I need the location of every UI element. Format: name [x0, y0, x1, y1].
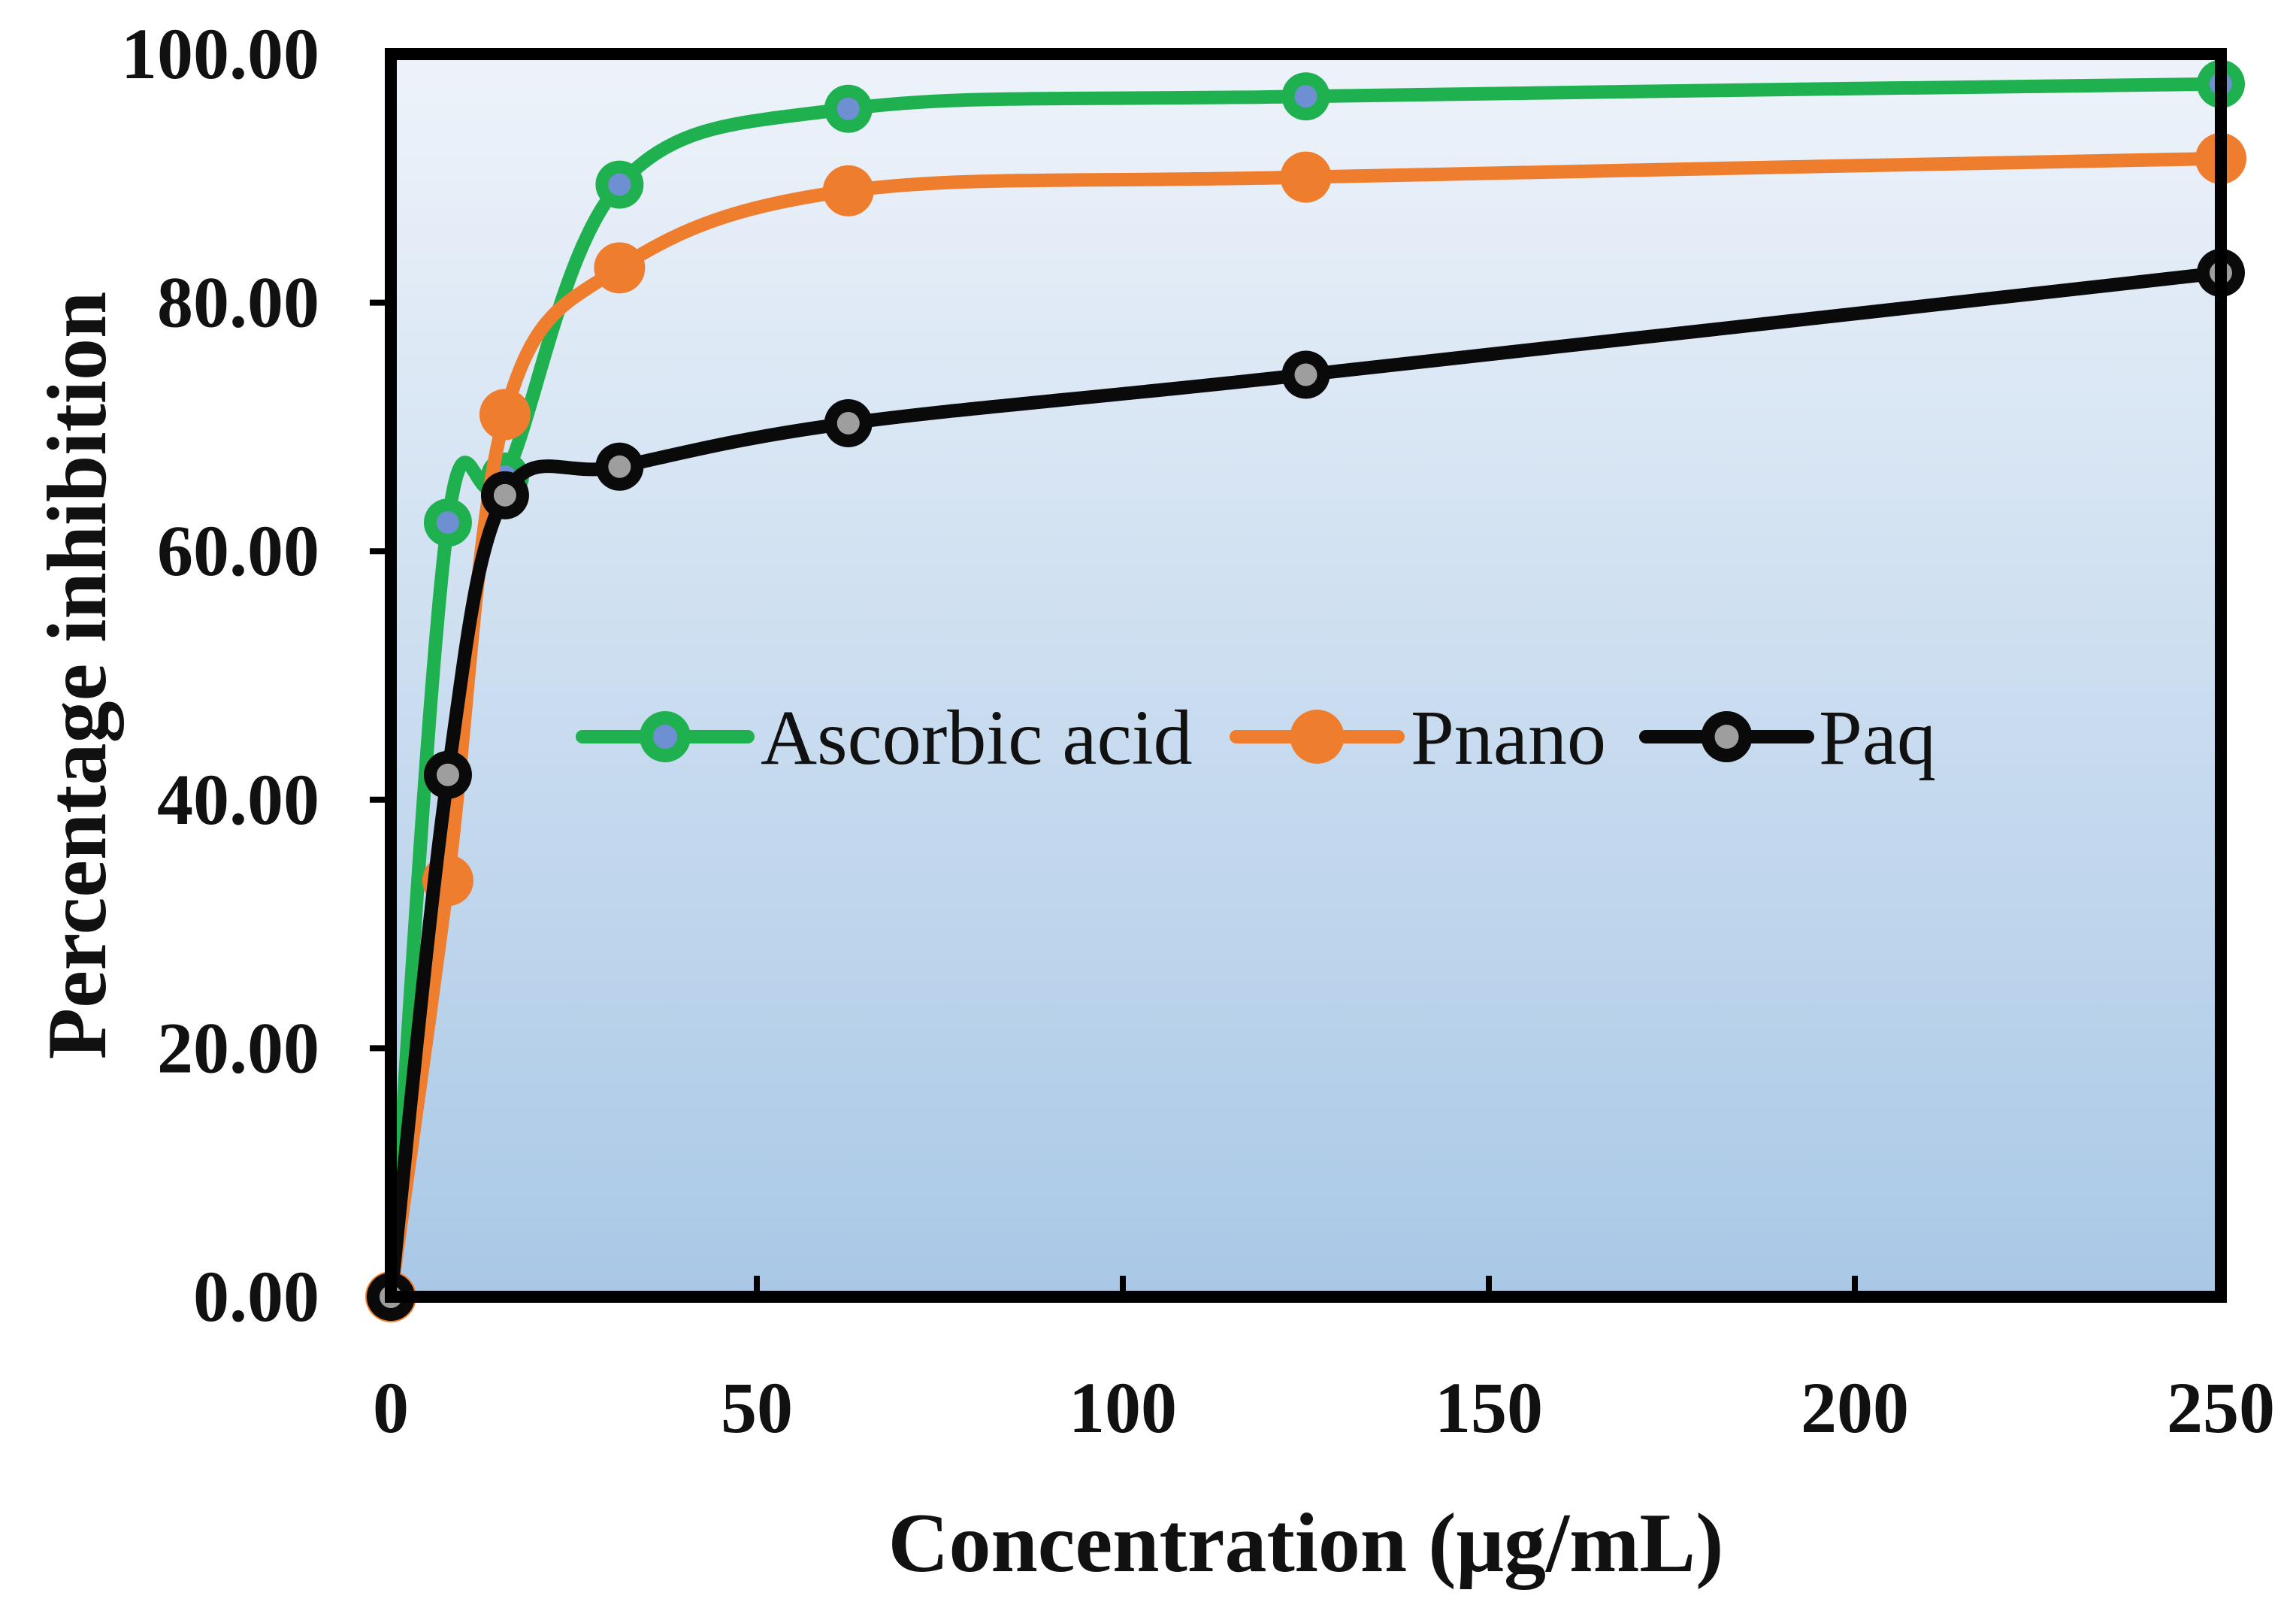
data-point-center-ascorbic-acid [836, 97, 860, 120]
y-tick-label: 60.00 [157, 510, 319, 591]
ticks-layer: 0 50 100 150 200 250 0.00 20.00 40.00 60.00 80.00 1… [121, 14, 2275, 1448]
x-tick-label: 200 [1801, 1367, 1909, 1448]
legend-label-paq: Paq [1819, 695, 1936, 781]
x-tick-label: 250 [2167, 1367, 2275, 1448]
data-point-pnano [822, 165, 874, 217]
x-tick-label: 150 [1435, 1367, 1543, 1448]
series-layer [365, 59, 2246, 1322]
legend-label-pnano: Pnano [1411, 695, 1606, 781]
data-point-center-paq [436, 763, 459, 786]
x-axis-title: Concentration (μg/mL) [888, 1497, 1724, 1590]
plot-area [391, 54, 2221, 1297]
x-tick-label: 100 [1069, 1367, 1177, 1448]
x-tick-label: 50 [721, 1367, 793, 1448]
plot-frame [385, 48, 2227, 1303]
data-point-center-paq [608, 455, 631, 478]
x-tick-label: 0 [373, 1367, 409, 1448]
data-point-pnano [1280, 151, 1332, 203]
data-point-center-paq [493, 483, 516, 507]
y-tick-label: 20.00 [157, 1007, 319, 1088]
data-point-pnano [479, 389, 531, 441]
data-point-pnano [594, 242, 646, 294]
legend-marker-center-paq [1714, 725, 1739, 749]
y-tick-label: 100.00 [121, 14, 319, 94]
y-axis-title: Percentage inhibition [31, 292, 124, 1059]
data-point-center-paq [1294, 363, 1317, 386]
legend-item-paq: Paq [1639, 695, 1936, 781]
legend-marker-pnano [1290, 710, 1345, 764]
y-tick-label: 0.00 [193, 1256, 319, 1337]
data-point-center-ascorbic-acid [608, 173, 631, 196]
legend: Ascorbic acid Pnano Paq [576, 695, 1936, 781]
data-point-center-paq [836, 411, 860, 435]
legend-item-pnano: Pnano [1230, 695, 1606, 781]
series-line-paq [384, 265, 2228, 1304]
legend-label-ascorbic-acid: Ascorbic acid [761, 695, 1193, 781]
y-tick-label: 80.00 [157, 262, 319, 343]
legend-marker-center-ascorbic-acid [653, 725, 677, 749]
data-point-center-ascorbic-acid [1294, 85, 1317, 108]
data-point-center-ascorbic-acid [436, 511, 459, 534]
y-tick-label: 40.00 [157, 759, 319, 840]
legend-item-ascorbic-acid: Ascorbic acid [576, 695, 1193, 781]
